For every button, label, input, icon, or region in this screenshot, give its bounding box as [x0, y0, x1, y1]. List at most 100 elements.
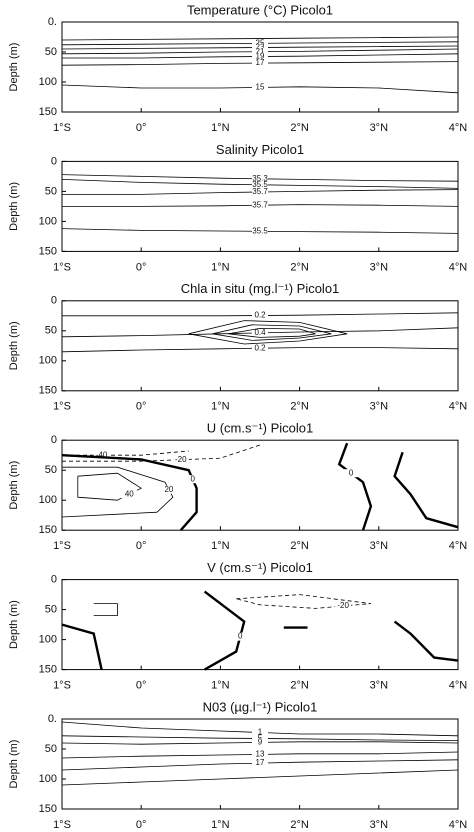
y-tick-label: 50: [45, 185, 57, 197]
x-tick-label: 0°: [136, 261, 147, 273]
x-tick-label: 3°N: [370, 540, 389, 552]
contour-label-bg: [93, 451, 110, 460]
contour-label-bg: [252, 750, 268, 759]
y-axis-label: Depth (m): [8, 43, 20, 92]
contour-label: 25: [256, 38, 265, 47]
y-tick-label: 0: [51, 155, 57, 167]
y-tick-label: 150: [39, 664, 57, 676]
x-tick-label: 1°N: [211, 401, 230, 413]
x-tick-label: 1°N: [211, 261, 230, 273]
x-tick-label: 1°N: [211, 122, 230, 134]
contour-label: -40: [96, 450, 108, 459]
y-tick-label: 0.: [48, 16, 57, 28]
contour-label-bg: [252, 59, 268, 68]
x-tick-label: 2°N: [290, 261, 309, 273]
contour-label: 17: [256, 758, 265, 767]
contour-label-bg: [252, 344, 268, 353]
contour-label: 0: [238, 632, 243, 641]
y-tick-label: 100: [39, 76, 57, 88]
x-tick-label: 4°N: [449, 261, 468, 273]
x-tick-label: 2°N: [290, 401, 309, 413]
y-tick-label: 0: [51, 434, 57, 446]
x-tick-label: 4°N: [449, 122, 468, 134]
contour-label: 20: [164, 485, 173, 494]
x-tick-label: 4°N: [449, 401, 468, 413]
contour-label: 0: [349, 468, 354, 477]
y-tick-label: 100: [39, 355, 57, 367]
contour-label: 40: [125, 489, 134, 498]
y-tick-label: 0.: [48, 713, 57, 725]
x-tick-label: 2°N: [290, 680, 309, 692]
contour-label-bg: [252, 180, 268, 189]
y-tick-label: 100: [39, 215, 57, 227]
contour-label: 17: [256, 58, 265, 67]
x-tick-label: 4°N: [449, 680, 468, 692]
contour-label: 35.3: [252, 174, 268, 183]
contour-label: 0: [190, 474, 195, 483]
x-tick-label: 2°N: [290, 122, 309, 134]
x-tick-label: 4°N: [449, 540, 468, 552]
contour-label-bg: [343, 469, 360, 478]
plot-frame: [61, 300, 459, 392]
contour-label: 0.2: [254, 343, 266, 352]
contour-label: 15: [256, 83, 265, 92]
x-tick-label: 3°N: [370, 261, 389, 273]
panel-title: Temperature (°C) Picolo1: [187, 2, 333, 17]
contour-label-bg: [252, 201, 268, 210]
contour-label: 13: [256, 750, 265, 759]
y-axis-label: Depth (m): [8, 182, 20, 231]
y-axis-label: Depth (m): [8, 740, 20, 789]
contour-label: 19: [256, 52, 265, 61]
contour-label: 35.7: [252, 187, 268, 196]
contour-label-bg: [252, 52, 268, 61]
y-tick-label: 100: [39, 494, 57, 506]
contour-label: 35.5: [252, 180, 268, 189]
x-tick-label: 0°: [136, 540, 147, 552]
y-tick-label: 100: [39, 773, 57, 785]
y-tick-label: 150: [39, 106, 57, 118]
contour-label-bg: [160, 485, 177, 494]
contour-label-bg: [252, 759, 268, 768]
contour-label: 0.4: [254, 328, 266, 337]
contour-label-bg: [252, 227, 268, 236]
y-tick-label: 50: [45, 46, 57, 58]
x-tick-label: 3°N: [370, 680, 389, 692]
contour-label-bg: [252, 311, 268, 320]
panel-title: Salinity Picolo1: [216, 142, 304, 157]
contour-line: [393, 451, 459, 529]
y-tick-label: 150: [39, 524, 57, 536]
x-tick-label: 0°: [136, 819, 147, 831]
y-tick-label: 150: [39, 245, 57, 257]
x-tick-label: 3°N: [370, 819, 389, 831]
panel-title: V (cm.s⁻¹) Picolo1: [207, 560, 313, 575]
contour-label-bg: [252, 83, 268, 92]
x-tick-label: 1°S: [53, 401, 71, 413]
contour-label: 21: [256, 47, 265, 56]
y-tick-label: 50: [45, 464, 57, 476]
contour-line: [61, 623, 103, 670]
panel-title: Chla in situ (mg.l⁻¹) Picolo1: [181, 281, 340, 296]
contour-line: [93, 603, 118, 616]
y-axis-label: Depth (m): [8, 461, 20, 510]
contour-line: [212, 324, 332, 341]
contour-line: [393, 620, 459, 662]
plot-frame: [61, 439, 459, 531]
contour-label-bg: [252, 728, 268, 737]
x-tick-label: 4°N: [449, 819, 468, 831]
contour-label-bg: [252, 174, 268, 183]
y-axis-label: Depth (m): [8, 600, 20, 649]
contour-label: 5: [258, 734, 263, 743]
contour-label-bg: [252, 39, 268, 48]
contour-line: [62, 450, 189, 456]
x-tick-label: 1°S: [53, 122, 71, 134]
y-tick-label: 0: [51, 295, 57, 307]
contour-label: 0.2: [254, 311, 266, 320]
contour-label-bg: [232, 632, 249, 641]
contour-line: [61, 36, 459, 41]
y-tick-label: 50: [45, 325, 57, 337]
x-tick-label: 3°N: [370, 122, 389, 134]
y-tick-label: 0: [51, 574, 57, 586]
x-tick-label: 0°: [136, 122, 147, 134]
x-tick-label: 2°N: [290, 540, 309, 552]
